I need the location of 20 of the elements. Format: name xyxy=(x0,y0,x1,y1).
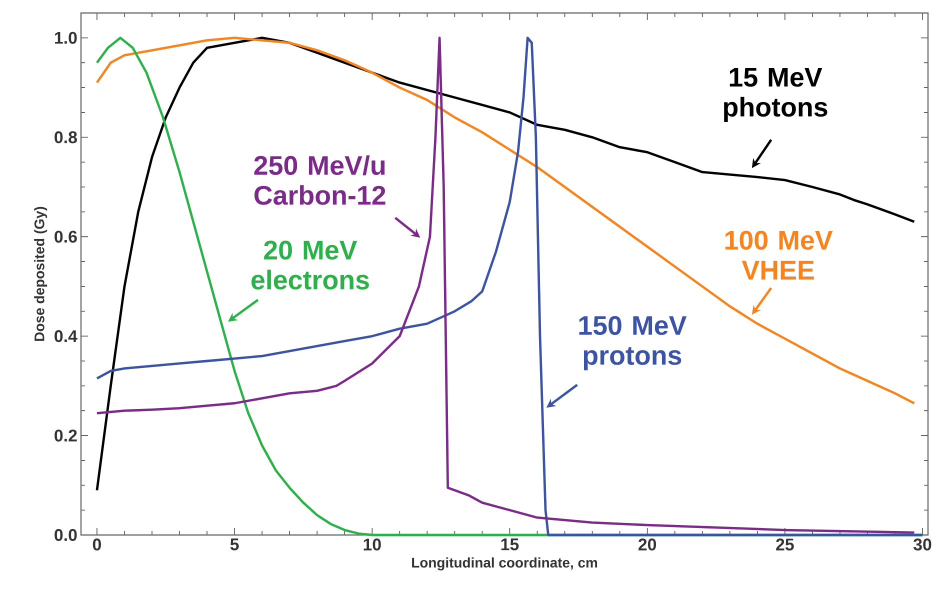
series-label: 150 MeV protons xyxy=(579,316,687,370)
x-tick-label: 10 xyxy=(364,538,381,551)
x-tick-label: 5 xyxy=(230,538,239,550)
y-axis-title: Dose deposited (Gy) xyxy=(34,206,48,341)
x-axis-title: Longitudinal coordinate, cm xyxy=(412,557,598,570)
y-tick-label: 0.6 xyxy=(54,230,77,243)
x-tick-label: 30 xyxy=(913,538,932,551)
x-tick-label: 25 xyxy=(776,538,794,551)
y-tick-label: 0.8 xyxy=(54,131,77,144)
y-tick-label: 0.2 xyxy=(54,430,77,442)
series-label: 100 MeV VHEE xyxy=(725,230,833,280)
series-label: 250 MeV/u Carbon-12 xyxy=(254,155,386,205)
y-tick-label: 1.0 xyxy=(55,32,77,44)
y-tick-label: 0.4 xyxy=(54,330,78,342)
x-tick-label: 0 xyxy=(92,538,101,551)
y-tick-label: 0.0 xyxy=(54,529,77,541)
series-label: 15 MeV photons xyxy=(724,68,828,122)
x-tick-label: 20 xyxy=(638,538,656,551)
series-label: 20 MeV electrons xyxy=(251,240,369,290)
x-tick-label: 15 xyxy=(501,538,519,550)
